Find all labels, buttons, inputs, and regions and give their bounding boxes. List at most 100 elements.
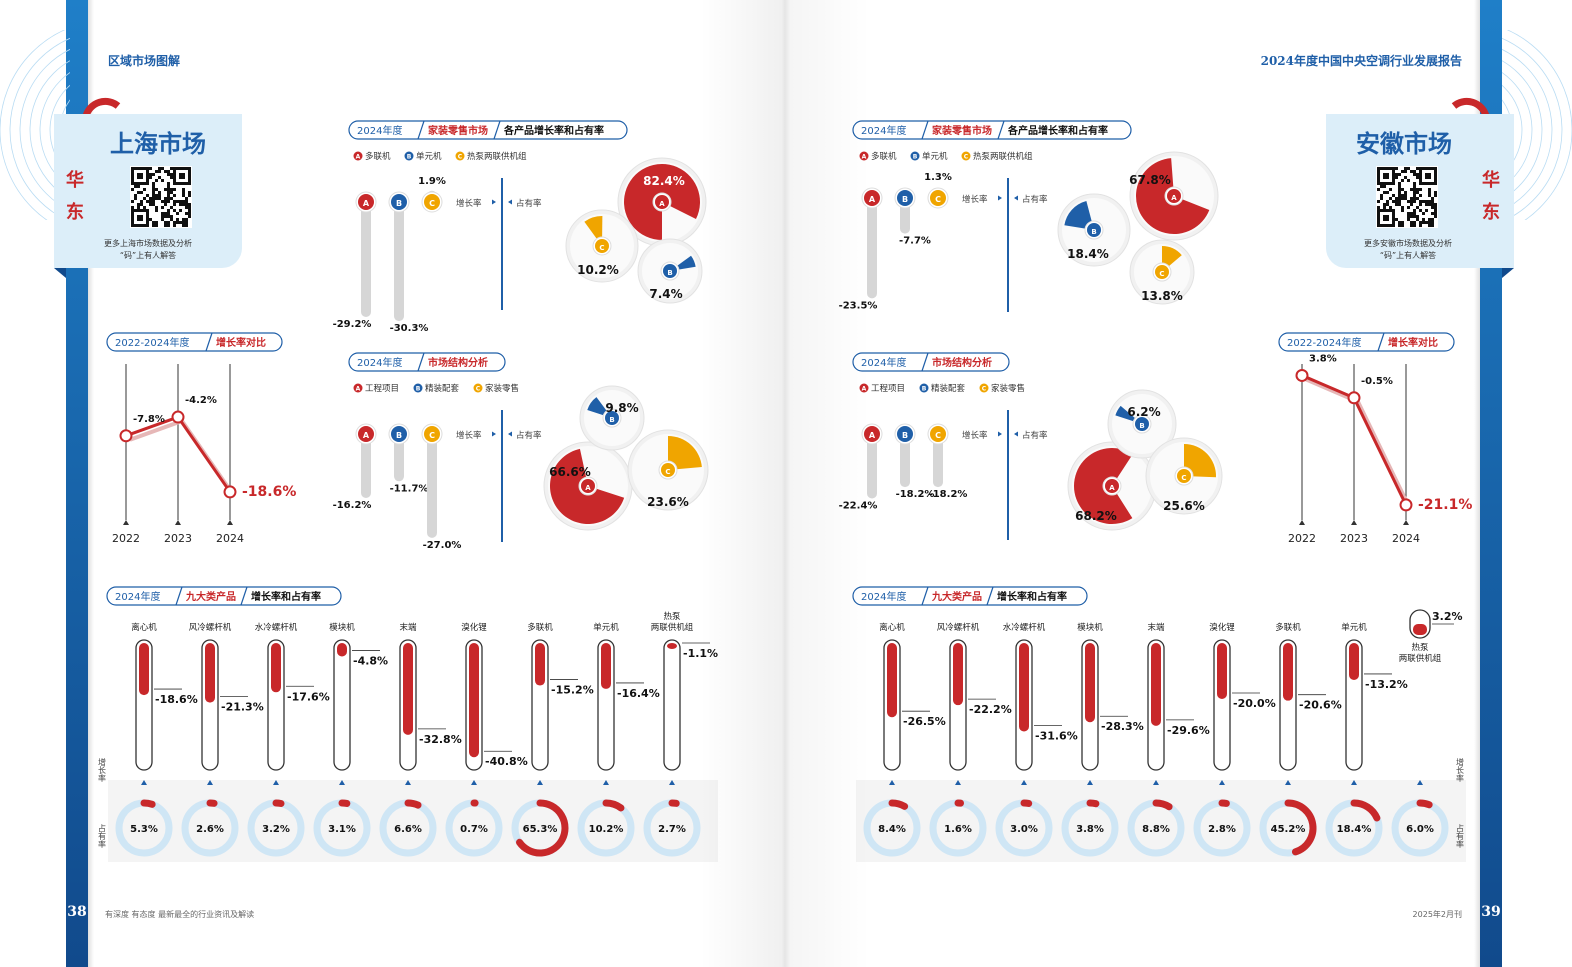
qr-module [1398, 197, 1401, 200]
qr-module [1401, 170, 1404, 173]
year-tick [1351, 520, 1357, 525]
year-label: 2023 [164, 532, 192, 545]
badge-letter: C [935, 195, 941, 204]
qr-module [182, 224, 185, 227]
qr-module [1416, 197, 1419, 200]
row-pointer [1153, 780, 1159, 785]
share-donut-arc [602, 799, 625, 812]
share-donut-arc [272, 799, 285, 807]
qr-module [185, 206, 188, 209]
qr-module [167, 170, 170, 173]
title-red: 九大类产品 [931, 590, 982, 603]
growth-bar-b [394, 434, 404, 482]
arrow-left [998, 431, 1002, 437]
qr-module [1401, 209, 1404, 212]
qr-module [152, 182, 155, 185]
qr-module [149, 203, 152, 206]
axis-share-label: 占有率 [516, 198, 542, 209]
row-pointer [1351, 780, 1357, 785]
retail-chart: A 多联机 B 单元机 C 热泵两联供机组 -29.2% A -30.3% B 1.9% C 增长率 占有… [333, 151, 707, 334]
share-value: 8.4% [878, 824, 906, 835]
row-share-label: 占有率 [1456, 823, 1465, 849]
qr-module [152, 203, 155, 206]
badge-letter: B [396, 199, 402, 208]
qr-module [152, 191, 155, 194]
growth-bar-c [427, 434, 437, 538]
retail-section-title: 2024年度 家装零售市场 各产品增长率和占有率 [852, 120, 1132, 140]
qr-module [1428, 194, 1431, 197]
left-page: 区域市场图解 上海市场 华 东 更多上海市场数据及分析 “码”上有人解答 202… [0, 0, 784, 967]
badge-letter: B [902, 195, 908, 204]
qr-module [155, 170, 158, 173]
qr-module [1434, 194, 1437, 197]
product-name: 多联机 [527, 622, 553, 633]
qr-module [1410, 224, 1413, 227]
badge-letter: C [599, 244, 604, 252]
qr-module [164, 215, 167, 218]
legend-label: 精装配套 [425, 383, 460, 394]
qr-module [1404, 197, 1407, 200]
qr-module [134, 194, 137, 197]
axis-share-label: 占有率 [516, 430, 542, 441]
qr-module [179, 200, 182, 203]
qr-module [164, 200, 167, 203]
legend-dot-letter: A [356, 386, 361, 393]
qr-module [1419, 224, 1422, 227]
share-donut-arc [1086, 799, 1100, 808]
qr-module [173, 224, 176, 227]
growth-fill [271, 643, 281, 693]
qr-module [167, 197, 170, 200]
title-pill [348, 352, 506, 372]
growth-compare-chart: 2022 2023 2024 3.8% -0.5% -21.1% [1288, 353, 1472, 545]
growth-point [1347, 391, 1361, 405]
qr-module [170, 218, 173, 221]
growth-fill [1283, 643, 1293, 701]
badge-a [864, 190, 880, 206]
axis-growth-label: 增长率 [962, 194, 988, 205]
title-divider [997, 120, 1005, 140]
qr-module [1422, 212, 1425, 215]
share-donut-arc [1284, 799, 1317, 856]
qr-module [167, 224, 170, 227]
growth-label: -22.4% [839, 500, 878, 511]
qr-code[interactable] [130, 166, 192, 228]
qr-module [1395, 218, 1398, 221]
qr-module [1434, 206, 1437, 209]
qr-module [1416, 218, 1419, 221]
qr-module [1413, 191, 1416, 194]
qr-module [176, 221, 179, 224]
year-tick [123, 520, 129, 525]
qr-module [146, 200, 149, 203]
growth-value: -13.2% [1365, 678, 1408, 691]
qr-module [1416, 215, 1419, 218]
qr-code[interactable] [1376, 166, 1438, 228]
badge-letter: A [869, 195, 876, 204]
row-pointer [1219, 780, 1225, 785]
left-header-title: 区域市场图解 [108, 54, 181, 68]
growth-label: -27.0% [423, 540, 462, 551]
qr-module [158, 170, 161, 173]
qr-module [1383, 191, 1386, 194]
badge-a [864, 426, 880, 442]
qr-module [1377, 188, 1380, 191]
title-pill [852, 586, 1088, 606]
growth-bar-b [900, 434, 910, 488]
badge-b [1087, 223, 1101, 237]
qr-module [185, 197, 188, 200]
qr-module [1386, 191, 1389, 194]
pie-slice-c [668, 436, 702, 470]
title-divider [240, 586, 248, 606]
qr-module [158, 191, 161, 194]
qr-module [170, 188, 173, 191]
qr-module [179, 203, 182, 206]
qr-module [1410, 188, 1413, 191]
growth-point [1399, 498, 1413, 512]
product-name: 模块机 [1077, 622, 1103, 633]
pie-label-b: 18.4% [1067, 247, 1109, 261]
pie-label-a: 67.8% [1129, 173, 1171, 187]
qr-module [1425, 203, 1428, 206]
qr-module [137, 185, 140, 188]
title-divider [417, 352, 425, 372]
qr-module [182, 188, 185, 191]
title-year: 2024年度 [357, 356, 402, 369]
